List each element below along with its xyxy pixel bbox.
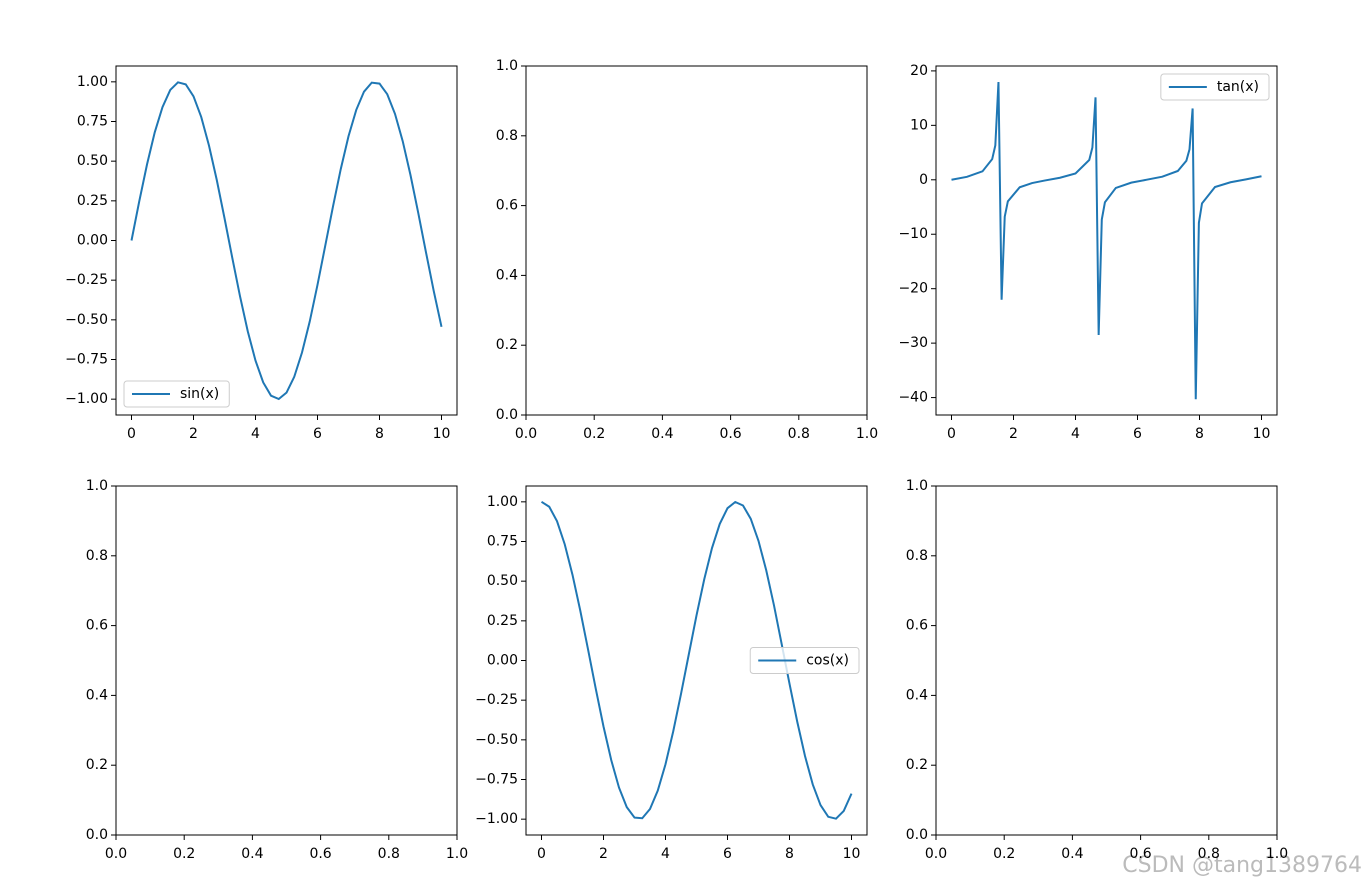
y-tick-label: 0.50 [77, 153, 108, 169]
y-tick-label: 0.6 [496, 198, 518, 214]
y-tick-label: 1.0 [906, 478, 928, 494]
y-tick-label: 0.25 [487, 613, 518, 629]
watermark: CSDN @tang1389764 [1122, 853, 1362, 878]
x-tick-label: 8 [1195, 426, 1204, 442]
y-tick-label: −0.50 [65, 312, 108, 328]
x-tick-label: 1.0 [1266, 846, 1288, 862]
x-tick-label: 2 [599, 846, 608, 862]
legend-box [1160, 73, 1270, 101]
x-tick-label: 0.4 [241, 846, 263, 862]
y-tick-label: −0.50 [475, 732, 518, 748]
line-series [951, 82, 1262, 400]
x-tick-label: 10 [1253, 426, 1271, 442]
y-tick-label: −0.75 [475, 771, 518, 787]
x-tick-label: 0.8 [378, 846, 400, 862]
legend: sin(x) [123, 380, 230, 408]
y-tick-label: 0.75 [487, 534, 518, 550]
x-tick-label: 0.6 [309, 846, 331, 862]
line-series [540, 500, 853, 820]
x-tick-label: 0.2 [993, 846, 1015, 862]
legend-box [123, 380, 230, 408]
x-tick-label: 0 [537, 846, 546, 862]
x-tick-label: 1.0 [446, 846, 468, 862]
x-tick-label: 0.2 [173, 846, 195, 862]
x-tick-label: 10 [843, 846, 861, 862]
x-tick-label: 4 [661, 846, 670, 862]
x-tick-label: 4 [1071, 426, 1080, 442]
x-tick-label: 0 [947, 426, 956, 442]
y-tick-label: 0.4 [906, 687, 928, 703]
x-tick-label: 0.0 [105, 846, 127, 862]
axes-frame [115, 485, 458, 836]
y-tick-label: 0.4 [86, 687, 108, 703]
x-tick-label: 1.0 [856, 426, 878, 442]
axes-frame [525, 65, 868, 416]
x-tick-label: 0.8 [788, 426, 810, 442]
x-tick-label: 2 [1009, 426, 1018, 442]
y-tick-label: −1.00 [475, 811, 518, 827]
x-tick-label: 0.4 [1061, 846, 1083, 862]
legend-label: tan(x) [1217, 79, 1259, 95]
y-tick-label: −40 [898, 390, 928, 406]
legend: tan(x) [1160, 73, 1270, 101]
axes-frame [115, 65, 458, 416]
y-tick-label: 0.8 [906, 548, 928, 564]
y-tick-label: −0.25 [65, 272, 108, 288]
legend-label: sin(x) [180, 386, 219, 402]
y-tick-label: 0.75 [77, 114, 108, 130]
x-tick-label: 0.4 [651, 426, 673, 442]
line-series [130, 81, 443, 401]
x-tick-label: 10 [433, 426, 451, 442]
y-tick-label: 0.00 [77, 233, 108, 249]
y-tick-label: 0.8 [86, 548, 108, 564]
x-tick-label: 4 [251, 426, 260, 442]
y-tick-label: 0.50 [487, 573, 518, 589]
x-tick-label: 8 [375, 426, 384, 442]
y-tick-label: 0.0 [86, 827, 108, 843]
x-tick-label: 0.0 [515, 426, 537, 442]
x-tick-label: 6 [1133, 426, 1142, 442]
x-tick-label: 6 [313, 426, 322, 442]
legend: cos(x) [749, 647, 860, 674]
y-tick-label: −20 [898, 281, 928, 297]
legend-label: cos(x) [806, 653, 849, 669]
y-tick-label: 1.00 [77, 74, 108, 90]
x-tick-label: 8 [785, 846, 794, 862]
x-tick-label: 0.2 [583, 426, 605, 442]
y-tick-label: 0.0 [496, 407, 518, 423]
y-tick-label: 1.0 [86, 478, 108, 494]
axes-frame [935, 65, 1278, 416]
y-tick-label: −0.25 [475, 692, 518, 708]
y-tick-label: 0.6 [906, 618, 928, 634]
y-tick-label: 0.6 [86, 618, 108, 634]
x-tick-label: 0.6 [1129, 846, 1151, 862]
y-tick-label: 0.2 [496, 337, 518, 353]
y-tick-label: 0.0 [906, 827, 928, 843]
x-tick-label: 0.6 [719, 426, 741, 442]
y-tick-label: 0.2 [86, 757, 108, 773]
y-tick-label: 20 [910, 63, 928, 79]
y-tick-label: −0.75 [65, 351, 108, 367]
y-tick-label: 10 [910, 117, 928, 133]
y-tick-label: −30 [898, 335, 928, 351]
y-tick-label: 0.2 [906, 757, 928, 773]
y-tick-label: 0.00 [487, 653, 518, 669]
x-tick-label: 0 [127, 426, 136, 442]
y-tick-label: 0 [919, 172, 928, 188]
y-tick-label: 0.8 [496, 128, 518, 144]
x-tick-label: 0.0 [925, 846, 947, 862]
x-tick-label: 0.8 [1198, 846, 1220, 862]
legend-box [749, 647, 860, 674]
y-tick-label: 1.00 [487, 494, 518, 510]
axes-frame [935, 485, 1278, 836]
y-tick-label: 1.0 [496, 58, 518, 74]
y-tick-label: −10 [898, 226, 928, 242]
x-tick-label: 6 [723, 846, 732, 862]
y-tick-label: 0.25 [77, 193, 108, 209]
y-tick-label: 0.4 [496, 267, 518, 283]
y-tick-label: −1.00 [65, 391, 108, 407]
x-tick-label: 2 [189, 426, 198, 442]
